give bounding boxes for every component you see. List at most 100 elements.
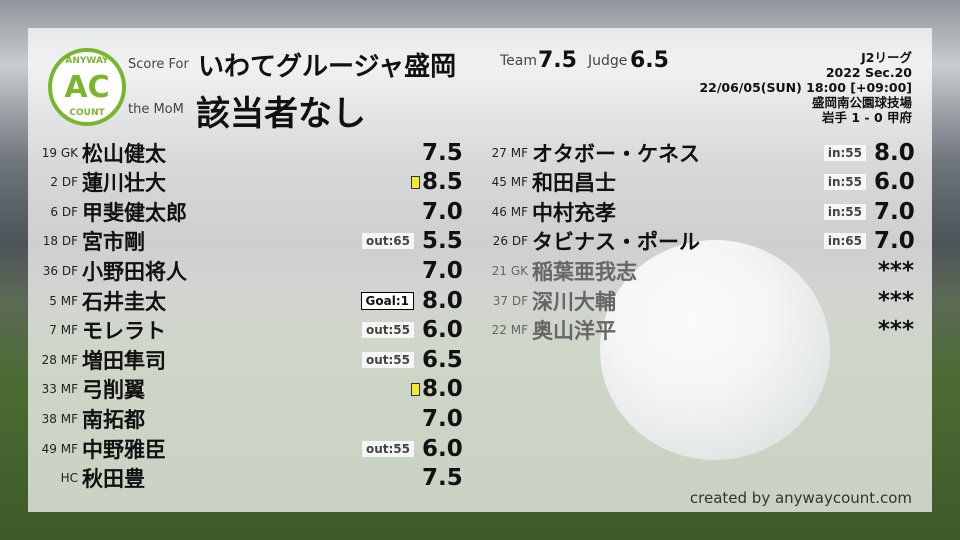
player-number-position: HC [30,471,82,485]
player-number-position: 5 MF [30,294,82,308]
player-number: 33 [41,382,57,397]
player-number: 22 [491,323,507,338]
player-number: 49 [41,441,57,456]
player-number: 7 [49,323,57,338]
player-score: *** [877,287,914,314]
mom-name: 該当者なし [196,94,366,134]
player-name: 蓮川壮大 [82,171,166,196]
player-name: 和田昌士 [532,171,616,196]
player-event-tag: in:65 [823,233,866,250]
match-info: J2リーグ 2022 Sec.20 22/06/05(SUN) 18:00 [+… [699,50,912,125]
player-number-position: 21 GK [480,264,532,278]
team-label: Team [500,53,538,69]
player-score: 6.5 [422,346,463,373]
player-name: 秋田豊 [82,467,145,492]
player-event-tag: in:55 [823,174,866,191]
section: 2022 Sec.20 [825,65,912,80]
player-name: オタボー・ケネス [532,141,700,166]
player-score: 7.5 [422,139,463,166]
player-number-position: 49 MF [30,442,82,456]
score-panel [28,28,932,512]
player-row: 7 MF モレラト out:55 6.0 [30,316,462,345]
player-position: GK [510,263,528,278]
score-for-label: Score For [128,57,189,72]
player-position: MF [60,323,78,338]
player-row: 37 DF 深川大輔 *** [480,286,914,315]
player-name: 増田隼司 [82,348,166,373]
player-score: *** [877,317,914,344]
player-name: 中村充孝 [532,200,616,225]
player-number: 18 [42,234,59,249]
player-score: 8.0 [422,287,463,314]
player-name: タビナス・ポール [532,230,700,255]
player-position: MF [60,441,78,456]
match-datetime: 22/06/05(SUN) 18:00 [+09:00] [699,80,912,95]
player-name: 弓削翼 [82,378,145,403]
player-number-position: 33 MF [30,382,82,396]
player-number-position: 6 DF [30,205,82,219]
player-score: 8.0 [422,376,463,403]
anywaycount-logo: ANYWAY AC COUNT [48,48,126,126]
player-number: 37 [492,293,509,308]
player-event-tag: in:55 [823,144,866,161]
player-position: MF [510,175,528,190]
player-number-position: 28 MF [30,353,82,367]
player-number-position: 38 MF [30,412,82,426]
player-event-tag: in:55 [823,203,866,220]
logo-center-text: AC [64,69,110,105]
judge-label: Judge [588,53,628,69]
player-row: 49 MF 中野雅臣 out:55 6.0 [30,434,463,463]
player-number: 6 [50,204,59,219]
player-position: DF [61,234,78,249]
player-score: 7.0 [874,198,915,225]
player-event-tag: Goal:1 [360,291,414,310]
player-row: 6 DF 甲斐健太郎 7.0 [30,197,462,226]
player-position: MF [60,382,78,397]
player-score: 8.5 [422,169,463,196]
player-row: 22 MF 奥山洋平 *** [480,316,914,345]
player-row: 19 GK 松山健太 7.5 [30,138,463,167]
player-score: 6.0 [422,435,463,462]
player-name: 稲葉亜我志 [532,259,637,284]
player-number-position: 37 DF [480,294,532,308]
player-row: 46 MF 中村充孝 in:55 7.0 [480,197,915,226]
player-score: 7.0 [422,198,463,225]
player-score: 8.0 [874,139,915,166]
player-number-position: 7 MF [30,323,82,337]
player-row: 26 DF タビナス・ポール in:65 7.0 [480,227,915,256]
player-position: DF [511,234,528,249]
player-score: 6.0 [874,169,915,196]
player-number-position: 26 DF [480,234,532,248]
player-number: 5 [49,293,57,308]
player-score: 7.0 [422,257,463,284]
yellow-card-icon [411,175,420,189]
player-row: HC 秋田豊 7.5 [30,464,463,493]
player-name: 南拓都 [82,407,145,432]
player-score: 5.5 [422,228,463,255]
player-name: 小野田将人 [82,259,187,284]
player-row: 2 DF 蓮川壮大 8.5 [30,168,462,197]
player-event-tag: out:55 [361,440,414,457]
player-score: *** [877,257,914,284]
player-number: 21 [491,263,507,278]
yellow-card-icon [411,382,420,396]
team-score: 7.5 [538,48,577,73]
venue: 盛岡南公園球技場 [811,95,912,110]
player-position: DF [511,293,528,308]
player-event-tag: out:55 [361,322,414,339]
player-number-position: 46 MF [480,205,532,219]
player-number-position: 36 DF [30,264,82,278]
player-row: 33 MF 弓削翼 8.0 [30,375,463,404]
player-name: 石井圭太 [82,289,166,314]
credit: created by anywaycount.com [689,489,912,507]
player-number: 38 [41,411,57,426]
player-name: 宮市剛 [82,230,145,255]
player-row: 18 DF 宮市剛 out:65 5.5 [30,227,463,256]
player-position: MF [60,352,78,367]
player-position: DF [61,204,78,219]
player-name: 松山健太 [82,141,166,166]
player-number: 19 [41,145,57,160]
player-row: 5 MF 石井圭太 Goal:1 8.0 [30,286,462,315]
player-name: モレラト [82,319,166,344]
player-name: 中野雅臣 [82,437,166,462]
